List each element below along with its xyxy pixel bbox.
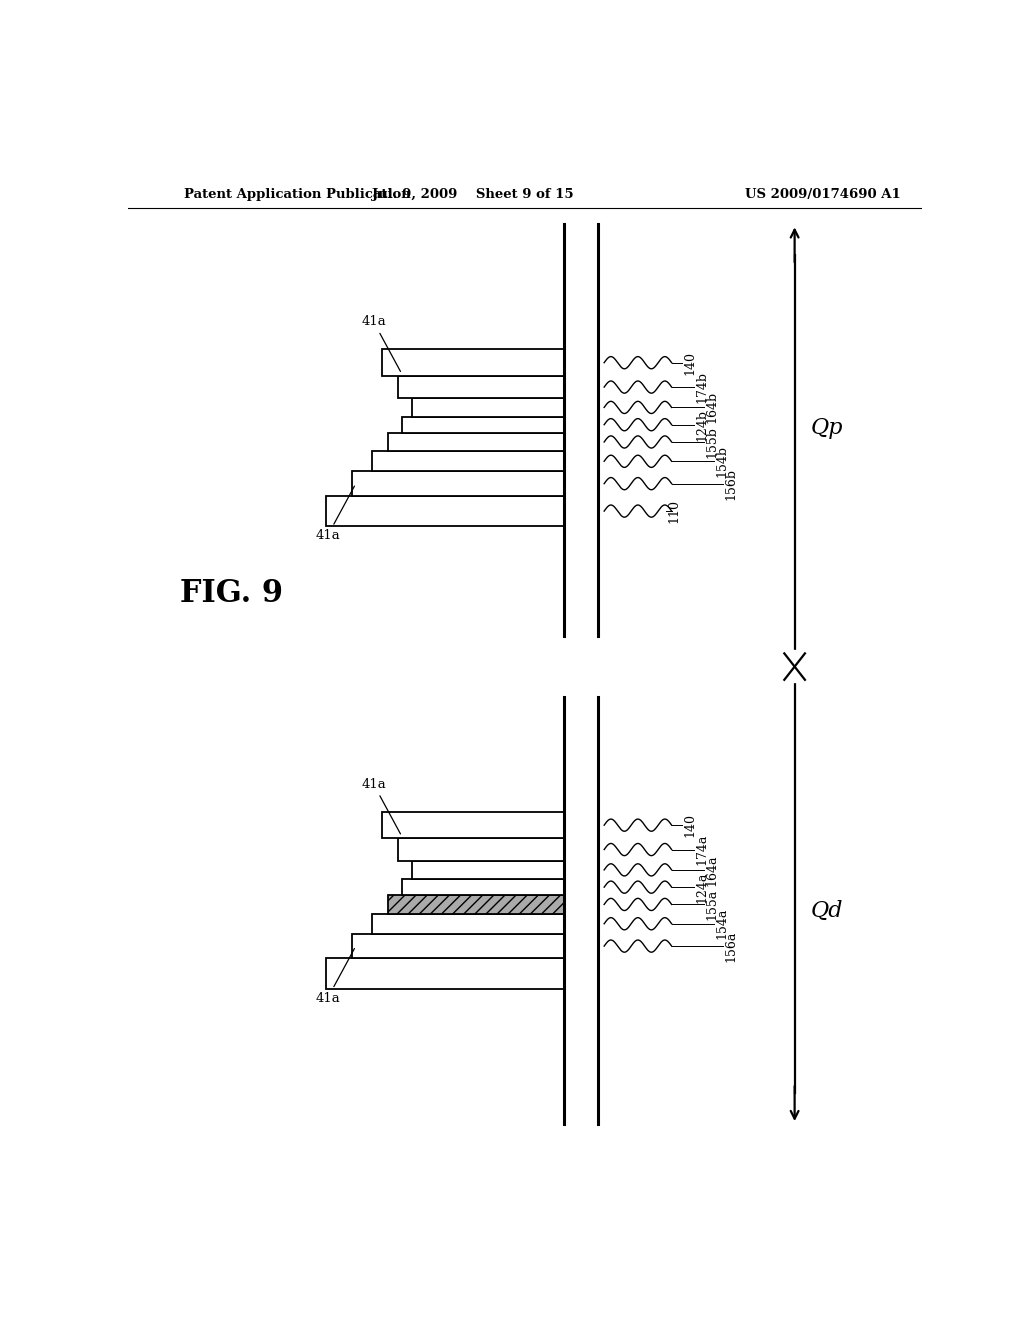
Bar (372, 913, 564, 935)
Bar (398, 838, 564, 861)
Text: 41a: 41a (315, 486, 354, 543)
Text: 155a: 155a (706, 888, 719, 920)
Bar (327, 496, 564, 527)
Bar (401, 879, 564, 895)
Text: US 2009/0174690 A1: US 2009/0174690 A1 (744, 189, 900, 202)
Bar (352, 471, 564, 496)
Text: 155b: 155b (706, 426, 719, 458)
Bar (327, 958, 564, 989)
Text: 174b: 174b (695, 371, 709, 403)
Text: 154b: 154b (715, 445, 728, 478)
Bar (388, 433, 564, 451)
Text: Patent Application Publication: Patent Application Publication (183, 189, 411, 202)
Text: 41a: 41a (361, 315, 400, 371)
Text: 156a: 156a (725, 931, 737, 962)
Text: 154a: 154a (715, 908, 728, 940)
Text: FIG. 9: FIG. 9 (179, 578, 283, 609)
Text: Jul. 9, 2009    Sheet 9 of 15: Jul. 9, 2009 Sheet 9 of 15 (373, 189, 574, 202)
Text: 164a: 164a (706, 854, 719, 886)
Text: 41a: 41a (315, 949, 354, 1005)
Bar (401, 417, 564, 433)
Bar (372, 451, 564, 471)
Text: 41a: 41a (361, 777, 400, 834)
Text: 174a: 174a (695, 834, 709, 865)
Bar (388, 895, 564, 913)
Text: 124b: 124b (695, 409, 709, 441)
Bar (382, 350, 564, 376)
Text: 110: 110 (668, 499, 681, 523)
Text: 140: 140 (684, 351, 696, 375)
Text: 124a: 124a (695, 871, 709, 903)
Text: 156b: 156b (725, 467, 737, 500)
Bar (412, 861, 564, 879)
Bar (352, 935, 564, 958)
Text: 140: 140 (684, 813, 696, 837)
Bar (382, 812, 564, 838)
Text: 164b: 164b (706, 391, 719, 424)
Bar (398, 376, 564, 399)
Text: Qp: Qp (811, 417, 843, 438)
Bar (412, 399, 564, 417)
Text: Qd: Qd (811, 899, 843, 921)
